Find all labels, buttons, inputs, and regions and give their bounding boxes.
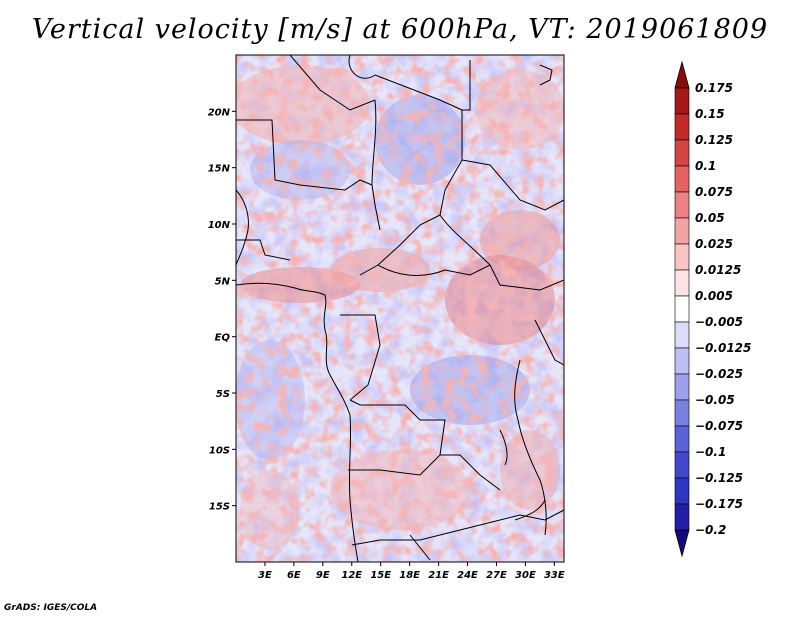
velocity-field: [236, 55, 564, 562]
colorbar-segment: [674, 451, 690, 479]
colorbar-bottom-arrow: [674, 529, 690, 558]
colorbar-segment: [674, 347, 690, 375]
colorbar-segment: [674, 295, 690, 323]
colorbar-label: −0.05: [695, 393, 735, 407]
colorbar-segment: [674, 399, 690, 427]
colorbar-segment: [674, 477, 690, 505]
colorbar-label: 0.005: [695, 289, 733, 303]
lon-tick-label: 30E: [515, 570, 536, 581]
lat-tick-label: 15N: [208, 164, 231, 175]
colorbar-segment: [674, 321, 690, 349]
lat-tick-label: 10N: [208, 220, 231, 231]
lon-tick-label: 12E: [341, 570, 362, 581]
lon-tick-label: 6E: [287, 570, 301, 581]
colorbar-label: −0.175: [695, 497, 743, 511]
colorbar-label: 0.15: [695, 107, 725, 121]
colorbar-label: −0.1: [695, 445, 726, 459]
colorbar-label: 0.05: [695, 211, 725, 225]
colorbar-label: 0.1: [695, 159, 716, 173]
lat-tick-label: 20N: [208, 107, 231, 118]
colorbar-label: 0.025: [695, 237, 733, 251]
colorbar-label: −0.005: [695, 315, 743, 329]
colorbar-segment: [674, 425, 690, 453]
country-borders: [236, 55, 564, 562]
colorbar-segment: [674, 191, 690, 219]
credit-text: GrADS: IGES/COLA: [4, 603, 98, 613]
colorbar-segment: [674, 243, 690, 271]
lat-tick-label: 10S: [209, 445, 230, 456]
colorbar-segment: [674, 87, 690, 115]
colorbar-label: −0.025: [695, 367, 743, 381]
lat-tick-label: 5N: [215, 276, 231, 287]
colorbar-top-arrow: [674, 60, 690, 89]
colorbar-segment: [674, 139, 690, 167]
lon-tick-label: 24E: [457, 570, 478, 581]
longitude-axis: 3E 6E 9E 12E 15E 18E 21E 24E 27E 30E 33E: [258, 562, 565, 581]
colorbar: −0.2 −0.175 −0.125 −0.1 −0.075 −0.05 −0.025 −0.…: [674, 60, 751, 558]
colorbar-segment: [674, 165, 690, 193]
map-title: Vertical velocity [m/s] at 600hPa, VT: 2…: [31, 14, 769, 45]
colorbar-label: 0.175: [695, 81, 733, 95]
colorbar-segment: [674, 503, 690, 531]
colorbar-segment: [674, 113, 690, 141]
lon-tick-label: 27E: [486, 570, 507, 581]
colorbar-label: 0.075: [695, 185, 733, 199]
colorbar-label: −0.2: [695, 523, 726, 537]
plot-frame: [235, 54, 565, 563]
colorbar-segment: [674, 269, 690, 297]
lon-tick-label: 33E: [544, 570, 565, 581]
colorbar-label: −0.125: [695, 471, 743, 485]
latitude-axis: 20N 15N 10N 5N EQ 5S 10S 15S: [208, 107, 236, 513]
colorbar-label: 0.0125: [695, 263, 741, 277]
colorbar-label: −0.0125: [695, 341, 751, 355]
lat-tick-label: 15S: [209, 502, 230, 513]
lat-tick-label: EQ: [215, 333, 231, 344]
colorbar-segment: [674, 217, 690, 245]
colorbar-label: 0.125: [695, 133, 733, 147]
colorbar-segment: [674, 373, 690, 401]
lon-tick-label: 18E: [399, 570, 420, 581]
lon-tick-label: 15E: [370, 570, 391, 581]
colorbar-label: −0.075: [695, 419, 743, 433]
lon-tick-label: 3E: [258, 570, 272, 581]
lon-tick-label: 9E: [316, 570, 330, 581]
lon-tick-label: 21E: [428, 570, 449, 581]
lat-tick-label: 5S: [216, 389, 230, 400]
